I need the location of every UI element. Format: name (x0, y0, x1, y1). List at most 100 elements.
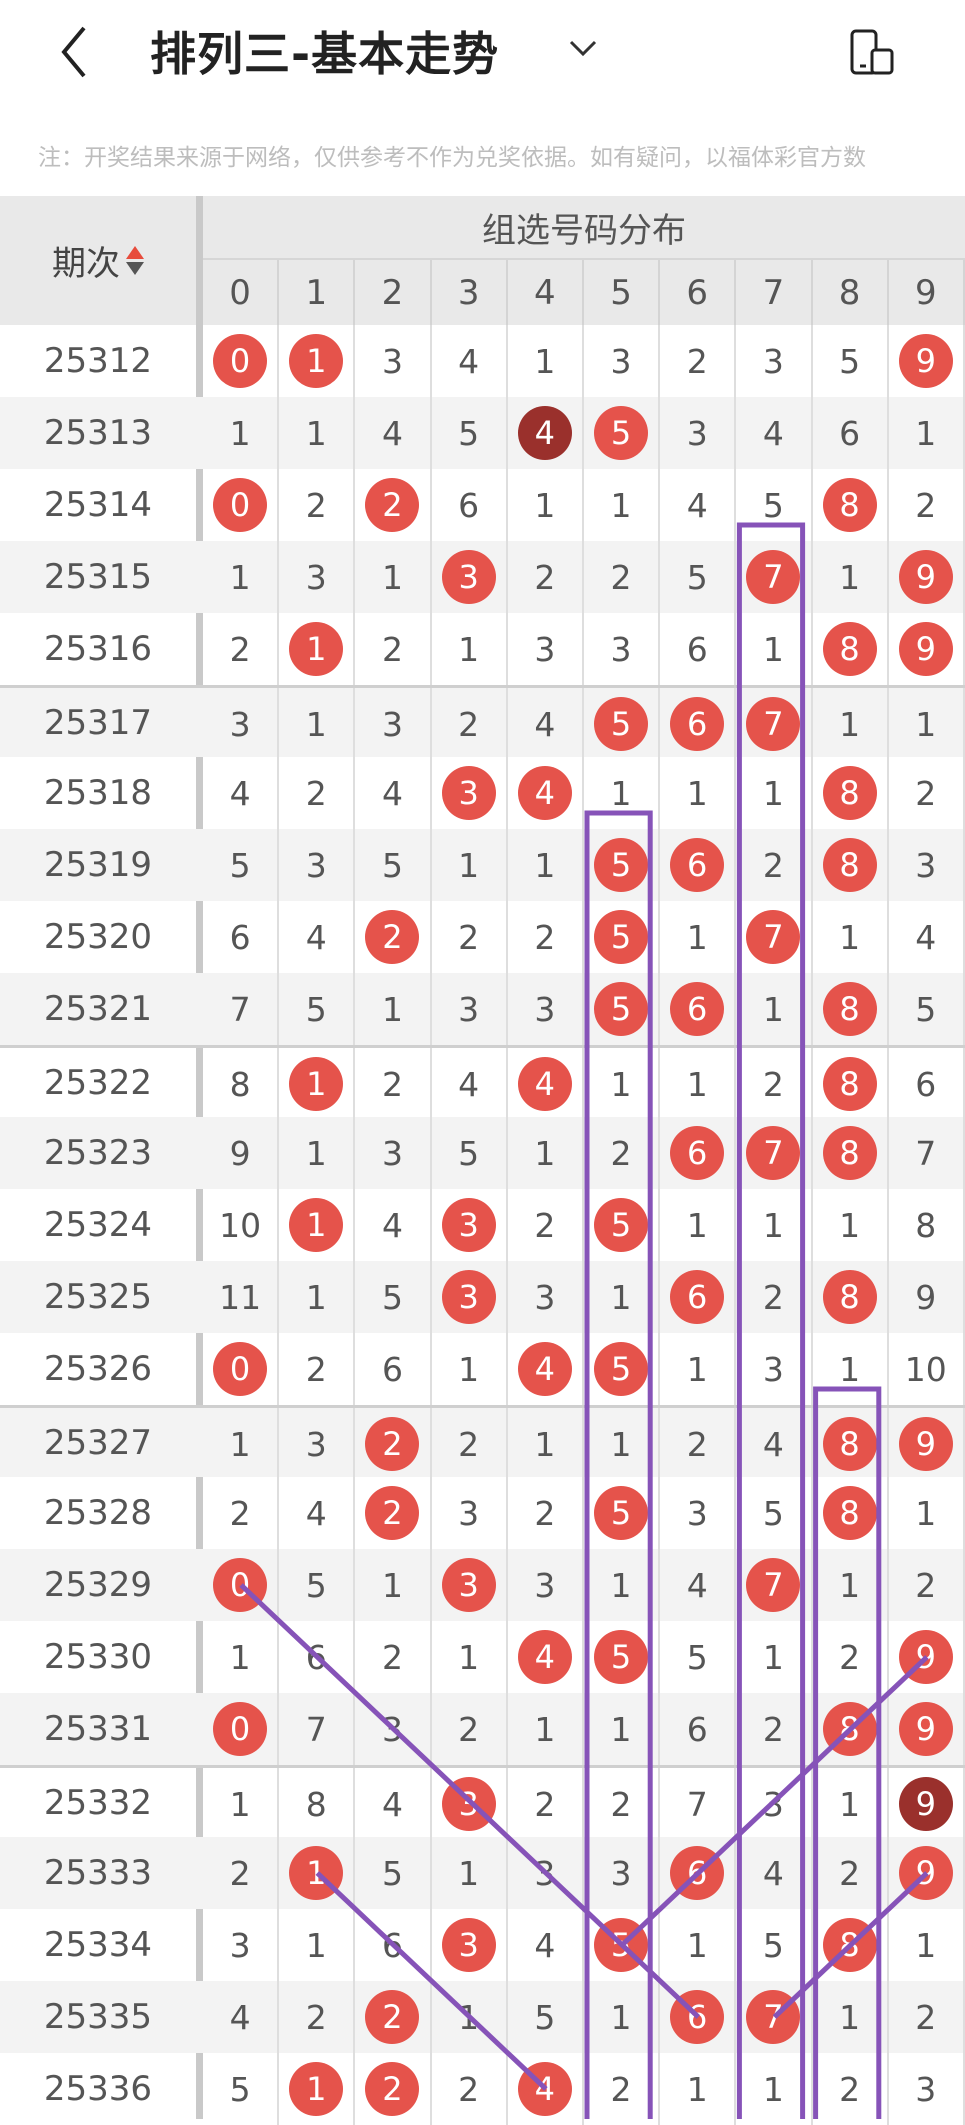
device-switch-icon[interactable] (848, 28, 898, 78)
cell-digit-4: 1 (508, 829, 584, 901)
miss-count: 6 (305, 1637, 327, 1677)
miss-count: 1 (610, 1277, 632, 1317)
hit-ball: 2 (365, 1990, 420, 2044)
cell-digit-3: 3 (432, 757, 508, 829)
digit-header-5: 5 (584, 260, 661, 325)
miss-count: 2 (610, 557, 632, 597)
cell-digit-0: 0 (203, 1333, 280, 1405)
cell-digit-3: 4 (432, 325, 508, 397)
miss-count: 1 (915, 413, 937, 453)
miss-count: 5 (458, 413, 480, 453)
hit-ball: 3 (441, 1198, 496, 1252)
issue-column-header[interactable]: 期次 (0, 196, 196, 325)
miss-count: 1 (534, 341, 556, 381)
cell-digit-3: 2 (432, 2053, 508, 2125)
table-row: 25316 2 1 2 1 3 3 6 1 8 9 (0, 613, 965, 685)
cell-digit-6: 4 (660, 1549, 737, 1621)
cell-digit-8: 2 (813, 1621, 889, 1693)
hit-ball: 4 (517, 766, 572, 820)
hit-ball: 9 (898, 1846, 953, 1900)
cell-digit-8: 1 (813, 1333, 889, 1405)
miss-count: 1 (839, 704, 861, 744)
cell-digit-8: 8 (813, 829, 889, 901)
cell-digit-4: 1 (508, 1117, 584, 1189)
miss-count: 4 (686, 485, 708, 525)
issue-number: 25332 (43, 1782, 153, 1823)
hit-ball: 8 (822, 1702, 877, 1756)
cell-digit-1: 2 (279, 757, 356, 829)
cell-digit-2: 3 (355, 325, 432, 397)
cell-digit-2: 5 (355, 1261, 432, 1333)
miss-count: 3 (381, 1709, 403, 1749)
miss-count: 1 (839, 1349, 861, 1389)
miss-count: 1 (610, 1565, 632, 1605)
miss-count: 6 (839, 413, 861, 453)
cell-digit-9: 9 (889, 1261, 965, 1333)
cell-digit-5: 5 (584, 1621, 661, 1693)
cell-digit-4: 4 (508, 1909, 584, 1981)
miss-count: 1 (686, 773, 708, 813)
hit-ball: 4 (517, 1342, 572, 1396)
cell-digit-2: 2 (355, 901, 432, 973)
table-row: 25327 1 3 2 2 1 1 2 4 8 9 (0, 1405, 965, 1480)
cell-digit-0: 2 (203, 1477, 280, 1549)
miss-count: 5 (381, 845, 403, 885)
cell-digit-1: 1 (279, 688, 356, 760)
digit-header-0: 0 (203, 260, 280, 325)
miss-count: 1 (839, 1205, 861, 1245)
miss-count: 1 (839, 1997, 861, 2037)
cell-digit-1: 5 (279, 973, 356, 1045)
hit-ball: 0 (213, 1702, 268, 1756)
cell-digit-6: 6 (660, 1981, 737, 2053)
miss-count: 3 (305, 1424, 327, 1464)
hit-ball: 8 (822, 982, 877, 1036)
cell-digit-9: 2 (889, 1981, 965, 2053)
miss-count: 4 (381, 1205, 403, 1245)
issue-number: 25331 (43, 1709, 153, 1749)
cell-digit-7: 2 (736, 1261, 813, 1333)
chevron-down-icon[interactable] (565, 30, 601, 66)
miss-count: 7 (229, 989, 251, 1029)
sort-icon[interactable] (126, 246, 144, 275)
table-row: 25335 4 2 2 1 5 1 6 7 1 2 (0, 1981, 965, 2053)
cell-digit-6: 1 (660, 901, 737, 973)
page-title[interactable]: 排列三-基本走势 (150, 27, 500, 81)
hit-ball: 5 (594, 1918, 649, 1972)
hit-ball: 9 (898, 334, 953, 388)
table-row: 25323 9 1 3 5 1 2 6 7 8 7 (0, 1117, 965, 1189)
hit-ball: 8 (822, 1417, 877, 1471)
cell-digit-0: 1 (203, 1408, 280, 1480)
cell-digit-5: 5 (584, 1909, 661, 1981)
cell-digit-9: 9 (889, 541, 965, 613)
cell-digit-3: 2 (432, 1693, 508, 1765)
hit-ball: 1 (289, 1057, 344, 1111)
cell-digit-5: 2 (584, 541, 661, 613)
miss-count: 1 (534, 485, 556, 525)
issue-number: 25315 (43, 557, 153, 597)
cell-digit-0: 1 (203, 397, 280, 469)
chevron-left-icon[interactable] (52, 22, 102, 82)
cell-digit-5: 2 (584, 1768, 661, 1840)
cell-digit-0: 4 (203, 1981, 280, 2053)
cell-digit-9: 3 (889, 829, 965, 901)
miss-count: 2 (610, 1133, 632, 1173)
miss-count: 3 (534, 1853, 556, 1893)
cell-digit-0: 2 (203, 1837, 280, 1909)
cell-digit-1: 6 (279, 1621, 356, 1693)
hit-ball: 2 (365, 1417, 420, 1471)
cell-digit-4: 1 (508, 469, 584, 541)
miss-count: 1 (686, 1064, 708, 1104)
cell-digit-3: 3 (432, 1909, 508, 1981)
hit-ball: 5 (594, 1630, 649, 1684)
miss-count: 4 (305, 1493, 327, 1533)
miss-count: 5 (229, 845, 251, 885)
hit-ball: 8 (822, 766, 877, 820)
hit-ball: 8 (822, 1270, 877, 1324)
